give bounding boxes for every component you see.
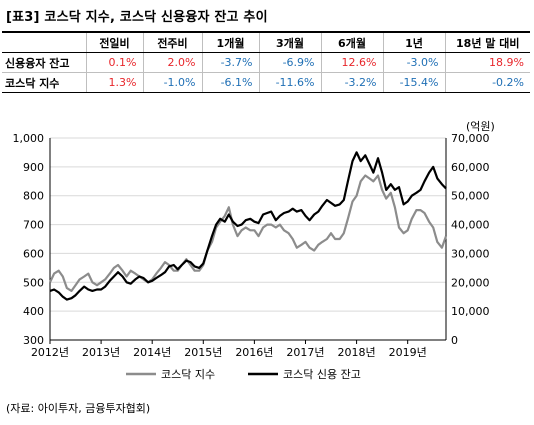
- y-right-tick-label: 30,000: [451, 247, 490, 260]
- x-tick-label: 2018년: [338, 346, 376, 359]
- series-line-1: [49, 174, 448, 292]
- legend-label-credit: 코스닥 신용 잔고: [283, 368, 361, 381]
- y-right-tick-label: 0: [451, 334, 458, 347]
- y-right-tick-label: 50,000: [451, 190, 490, 203]
- table-cell: 12.6%: [320, 52, 383, 73]
- table-cell: -3.7%: [201, 52, 259, 73]
- table-row: 코스닥 지수 1.3% -1.0% -6.1% -11.6% -3.2% -15…: [2, 72, 530, 93]
- row-label: 코스닥 지수: [2, 72, 86, 93]
- table-cell: -6.9%: [258, 52, 321, 73]
- series-line-2: [49, 151, 447, 301]
- table-cell: 18.9%: [444, 52, 530, 73]
- y-left-tick-label: 400: [23, 305, 44, 318]
- table-cell: -15.4%: [382, 72, 445, 93]
- table-cell: -3.2%: [320, 72, 383, 93]
- column-header: 3개월: [258, 31, 321, 53]
- table-cell: 2.0%: [142, 52, 202, 73]
- table-cell: -11.6%: [258, 72, 321, 93]
- table-cell: 1.3%: [85, 72, 143, 93]
- x-tick-label: 2019년: [389, 346, 427, 359]
- column-header: 1개월: [201, 31, 259, 53]
- table-cell: 0.1%: [85, 52, 143, 73]
- line-chart: 300 0 400 10,000 500 20,000 600 30,000 700 40,000…: [13, 120, 495, 381]
- y-left-tick-label: 800: [23, 190, 44, 203]
- column-header: 18년 말 대비: [444, 31, 530, 53]
- table-cell: -6.1%: [201, 72, 259, 93]
- column-header: [2, 31, 86, 53]
- y-right-unit-label: (억원): [466, 120, 495, 133]
- source-note: (자료: 아이투자, 금융투자협회): [6, 402, 151, 415]
- y-left-tick-label: 900: [23, 161, 44, 174]
- column-header: 6개월: [320, 31, 383, 53]
- y-left-tick-label: 600: [23, 247, 44, 260]
- column-header: 전주비: [142, 31, 202, 53]
- y-right-tick-label: 40,000: [451, 219, 490, 232]
- column-header: 1년: [382, 31, 445, 53]
- y-left-tick-label: 1,000: [13, 132, 45, 145]
- table-header-row: 전일비 전주비 1개월 3개월 6개월 1년 18년 말 대비: [2, 31, 530, 53]
- x-tick-label: 2014년: [133, 346, 171, 359]
- stats-table: 전일비 전주비 1개월 3개월 6개월 1년 18년 말 대비 신용융자 잔고 …: [2, 31, 530, 93]
- y-left-tick-label: 500: [23, 276, 44, 289]
- y-right-tick-label: 20,000: [451, 276, 490, 289]
- table-row: 신용융자 잔고 0.1% 2.0% -3.7% -6.9% 12.6% -3.0…: [2, 52, 530, 73]
- y-left-tick-label: 700: [23, 219, 44, 232]
- table-cell: -0.2%: [444, 72, 530, 93]
- row-label: 신용융자 잔고: [2, 52, 86, 73]
- x-tick-label: 2012년: [31, 346, 69, 359]
- x-tick-label: 2017년: [286, 346, 324, 359]
- x-tick-label: 2016년: [235, 346, 273, 359]
- y-right-tick-label: 60,000: [451, 161, 490, 174]
- y-left-tick-label: 300: [23, 334, 44, 347]
- table-cell: -1.0%: [142, 72, 202, 93]
- legend-label-kosdaq: 코스닥 지수: [161, 368, 215, 381]
- table-cell: -3.0%: [382, 52, 445, 73]
- y-right-tick-label: 70,000: [451, 132, 490, 145]
- y-right-tick-label: 10,000: [451, 305, 490, 318]
- column-header: 전일비: [85, 31, 143, 53]
- figure-title: [표3] 코스닥 지수, 코스닥 신용융자 잔고 추이: [6, 10, 268, 25]
- x-tick-label: 2015년: [184, 346, 222, 359]
- x-tick-label: 2013년: [82, 346, 120, 359]
